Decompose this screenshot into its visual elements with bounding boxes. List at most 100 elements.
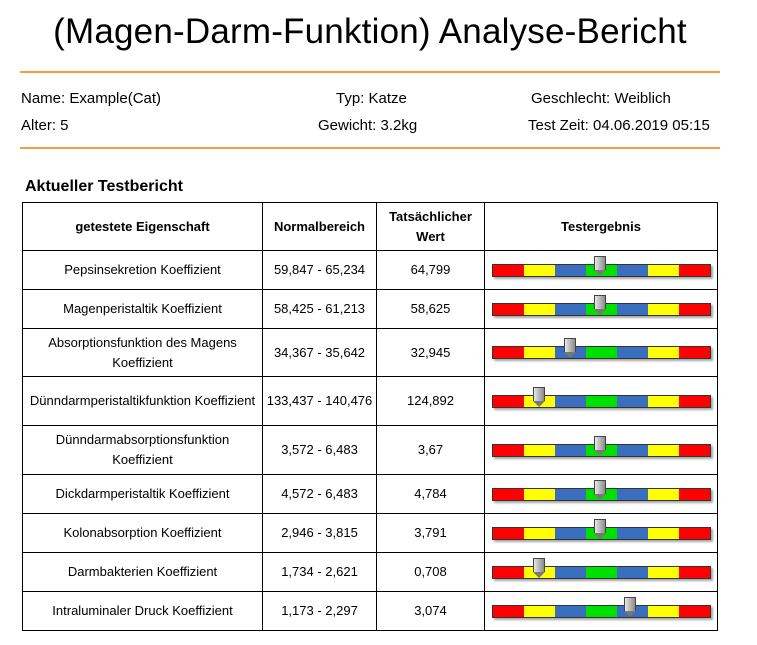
range-cell: 133,437 - 140,476 [262, 376, 377, 426]
gauge-segment [585, 395, 617, 407]
result-cell [484, 552, 718, 592]
table-row: Intraluminaler Druck Koeffizient 1,173 - … [22, 591, 718, 631]
results-table: getestete Eigenschaft Normalbereich Tats… [22, 202, 718, 631]
range-cell: 59,847 - 65,234 [262, 250, 377, 290]
table-row: Dickdarmperistaltik Koeffizient 4,572 - 6… [22, 474, 718, 514]
range-cell: 34,367 - 35,642 [262, 328, 377, 377]
table-row: Dünndarmabsorptionsfunktion Koeffizient 3… [22, 425, 718, 475]
patient-type: Typ: Katze [336, 90, 407, 107]
gauge-segment [616, 488, 648, 500]
value-cell: 0,708 [376, 552, 485, 592]
result-gauge [491, 294, 711, 316]
gauge-segment [647, 347, 679, 358]
gauge-segment [616, 395, 648, 407]
gauge-segment [647, 444, 679, 456]
gauge-segment [616, 303, 648, 315]
result-cell [484, 250, 718, 290]
table-row: Dünndarmperistaltikfunktion Koeffizient 1… [22, 376, 718, 426]
gauge-segment [647, 303, 679, 315]
gauge-segment [616, 527, 648, 539]
gauge-segment [647, 264, 679, 276]
gauge-segment [647, 527, 679, 539]
result-gauge [491, 479, 711, 501]
result-cell [484, 289, 718, 329]
gauge-segment [678, 566, 710, 578]
result-gauge [491, 596, 711, 618]
gauge-segment [678, 303, 710, 315]
property-cell: Pepsinsekretion Koeffizient [22, 250, 263, 290]
gauge-segment [492, 347, 524, 358]
page-title: (Magen-Darm-Funktion) Analyse-Bericht [53, 12, 687, 51]
gauge-segment [492, 395, 524, 407]
gauge-segment [492, 264, 524, 276]
result-gauge [491, 255, 711, 277]
patient-gender: Geschlecht: Weiblich [531, 90, 671, 107]
gauge-segment [678, 347, 710, 358]
gauge-segment [554, 566, 586, 578]
gauge-segment [523, 303, 555, 315]
gauge-segment [554, 395, 586, 407]
result-cell [484, 425, 718, 475]
gauge-segment [492, 303, 524, 315]
gauge-segment [585, 605, 617, 617]
gauge-segment [492, 605, 524, 617]
result-gauge [491, 386, 711, 408]
range-cell: 4,572 - 6,483 [262, 474, 377, 514]
range-cell: 58,425 - 61,213 [262, 289, 377, 329]
gauge-marker-icon [533, 557, 546, 578]
gauge-segment [492, 488, 524, 500]
result-cell [484, 591, 718, 631]
gauge-marker-icon [593, 255, 606, 276]
value-cell: 64,799 [376, 250, 485, 290]
gauge-segment [554, 488, 586, 500]
property-cell: Dünndarmperistaltikfunktion Koeffizient [22, 376, 263, 426]
gauge-segment [523, 444, 555, 456]
gauge-segment [616, 444, 648, 456]
table-header-row: getestete Eigenschaft Normalbereich Tats… [22, 202, 718, 251]
property-cell: Dünndarmabsorptionsfunktion Koeffizient [22, 425, 263, 475]
gauge-segment [647, 566, 679, 578]
value-cell: 124,892 [376, 376, 485, 426]
gauge-segment [554, 527, 586, 539]
result-cell [484, 513, 718, 553]
gauge-segment [616, 264, 648, 276]
gauge-segment [647, 488, 679, 500]
gauge-marker-icon [593, 294, 606, 315]
property-cell: Magenperistaltik Koeffizient [22, 289, 263, 329]
result-gauge [491, 338, 711, 359]
gauge-segment [678, 444, 710, 456]
gauge-segment [492, 527, 524, 539]
gauge-segment [678, 605, 710, 617]
value-cell: 3,791 [376, 513, 485, 553]
gauge-segment [554, 264, 586, 276]
result-gauge [491, 518, 711, 540]
test-time: Test Zeit: 04.06.2019 05:15 [528, 117, 710, 134]
property-cell: Darmbakterien Koeffizient [22, 552, 263, 592]
gauge-segment [616, 566, 648, 578]
section-title: Aktueller Testbericht [25, 178, 183, 195]
gauge-segment [523, 347, 555, 358]
property-cell: Dickdarmperistaltik Koeffizient [22, 474, 263, 514]
gauge-segment [585, 566, 617, 578]
gauge-segment [647, 605, 679, 617]
property-cell: Absorptionsfunktion des Magens Koeffizie… [22, 328, 263, 377]
gauge-marker-icon [593, 518, 606, 539]
range-cell: 1,173 - 2,297 [262, 591, 377, 631]
gauge-segment [678, 488, 710, 500]
gauge-segment [554, 605, 586, 617]
table-row: Kolonabsorption Koeffizient 2,946 - 3,815… [22, 513, 718, 553]
table-row: Magenperistaltik Koeffizient 58,425 - 61,… [22, 289, 718, 329]
patient-weight: Gewicht: 3.2kg [318, 117, 418, 134]
gauge-segment [523, 264, 555, 276]
header-result: Testergebnis [484, 202, 718, 251]
gauge-segment [523, 605, 555, 617]
header-range: Normalbereich [262, 202, 377, 251]
value-cell: 58,625 [376, 289, 485, 329]
table-row: Darmbakterien Koeffizient 1,734 - 2,621 0,… [22, 552, 718, 592]
range-cell: 3,572 - 6,483 [262, 425, 377, 475]
gauge-segment [523, 488, 555, 500]
gauge-segment [554, 303, 586, 315]
gauge-segment [523, 527, 555, 539]
result-cell [484, 376, 718, 426]
gauge-marker-icon [624, 596, 637, 617]
